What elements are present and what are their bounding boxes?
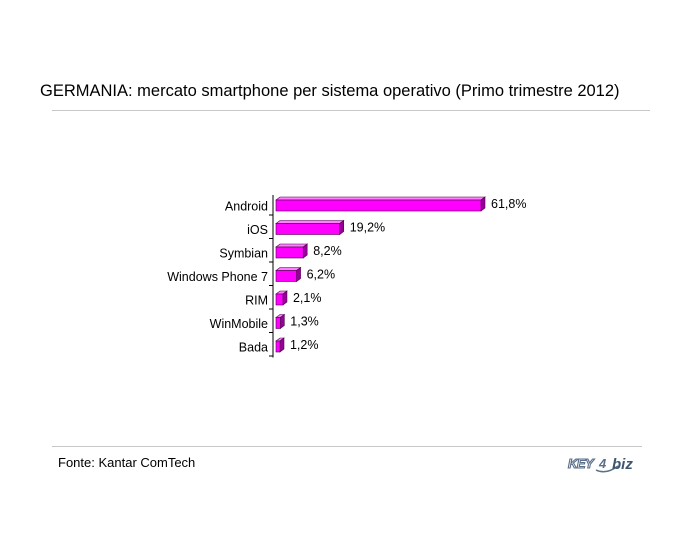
bar-symbian: [275, 246, 304, 259]
value-label-android: 61,8%: [491, 197, 526, 211]
title-divider: [52, 110, 650, 111]
value-label-symbian: 8,2%: [313, 244, 342, 258]
bar-rim: [275, 293, 284, 306]
value-label-ios: 19,2%: [350, 221, 385, 235]
category-label-symbian: Symbian: [219, 247, 268, 261]
logo-biz-text: biz: [612, 456, 633, 473]
category-label-windows-phone-7: Windows Phone 7: [167, 270, 268, 284]
bar-winmobile: [275, 317, 281, 329]
category-label-bada: Bada: [239, 341, 268, 355]
value-label-bada: 1,2%: [290, 338, 319, 352]
bar-ios: [275, 223, 340, 235]
logo-swoosh-icon: [595, 465, 619, 473]
bar-top-symbian: [275, 243, 309, 248]
bar-top-android: [275, 196, 486, 201]
bar-bada: [275, 340, 281, 353]
category-label-winmobile: WinMobile: [210, 317, 268, 331]
source-note: Fonte: Kantar ComTech: [58, 455, 196, 470]
value-label-windows-phone-7: 6,2%: [307, 268, 336, 282]
category-label-rim: RIM: [245, 294, 268, 308]
logo-key-text: KEY: [568, 456, 595, 471]
category-label-android: Android: [225, 200, 268, 214]
value-label-winmobile: 1,3%: [290, 315, 319, 329]
chart-title: GERMANIA: mercato smartphone per sistema…: [40, 82, 620, 100]
bar-windows-phone-7: [275, 270, 297, 282]
key4biz-logo-icon: KEY 4 biz: [567, 455, 633, 473]
bar-top-ios: [275, 220, 345, 224]
category-label-ios: iOS: [247, 223, 268, 237]
logo-number-text: 4: [598, 456, 607, 471]
footer-divider: [52, 446, 642, 447]
value-label-rim: 2,1%: [293, 291, 322, 305]
bar-android: [275, 199, 482, 212]
